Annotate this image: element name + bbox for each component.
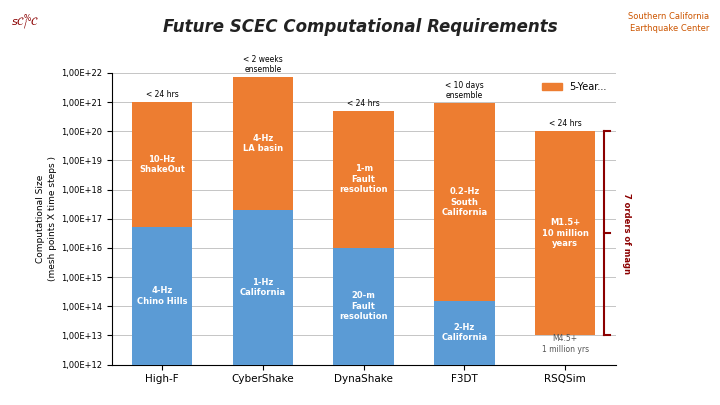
Bar <box>434 103 495 301</box>
Legend: 5-Year...: 5-Year... <box>539 78 611 96</box>
Text: 4-Hz
Chino Hills: 4-Hz Chino Hills <box>137 286 187 306</box>
Y-axis label: Computational Size
(mesh points X time steps ): Computational Size (mesh points X time s… <box>36 156 57 281</box>
Bar <box>132 228 192 364</box>
Text: 7 orders of magn: 7 orders of magn <box>621 193 631 274</box>
Text: M1.5+
10 million
years: M1.5+ 10 million years <box>541 218 589 248</box>
Text: 1-m
Fault
resolution: 1-m Fault resolution <box>339 164 388 194</box>
Text: < 24 hrs: < 24 hrs <box>347 98 380 107</box>
Text: 0.2-Hz
South
California: 0.2-Hz South California <box>441 188 487 217</box>
Bar <box>333 248 394 364</box>
Text: 20-m
Fault
resolution: 20-m Fault resolution <box>339 291 388 321</box>
Text: M4.5+
1 million yrs: M4.5+ 1 million yrs <box>541 335 589 354</box>
Bar <box>233 77 293 210</box>
Text: < 24 hrs: < 24 hrs <box>549 119 582 128</box>
Text: < 2 weeks
ensemble: < 2 weeks ensemble <box>243 55 283 74</box>
Text: Southern California
Earthquake Center: Southern California Earthquake Center <box>628 12 709 33</box>
Text: 10-Hz
ShakeOut: 10-Hz ShakeOut <box>139 155 185 175</box>
Text: < 10 days
ensemble: < 10 days ensemble <box>445 81 484 100</box>
Bar <box>434 301 495 364</box>
Text: $s\mathcal{C}_{/\!\!/}^{\%}\mathcal{C}$: $s\mathcal{C}_{/\!\!/}^{\%}\mathcal{C}$ <box>11 12 40 32</box>
Bar <box>132 102 192 228</box>
Text: 1-Hz
California: 1-Hz California <box>240 277 286 297</box>
Text: < 24 hrs: < 24 hrs <box>145 90 179 99</box>
Bar <box>233 210 293 364</box>
Bar <box>535 131 595 335</box>
Bar <box>333 111 394 248</box>
Text: 2-Hz
California: 2-Hz California <box>441 323 487 343</box>
Text: Future SCEC Computational Requirements: Future SCEC Computational Requirements <box>163 18 557 36</box>
Text: 4-Hz
LA basin: 4-Hz LA basin <box>243 134 283 153</box>
